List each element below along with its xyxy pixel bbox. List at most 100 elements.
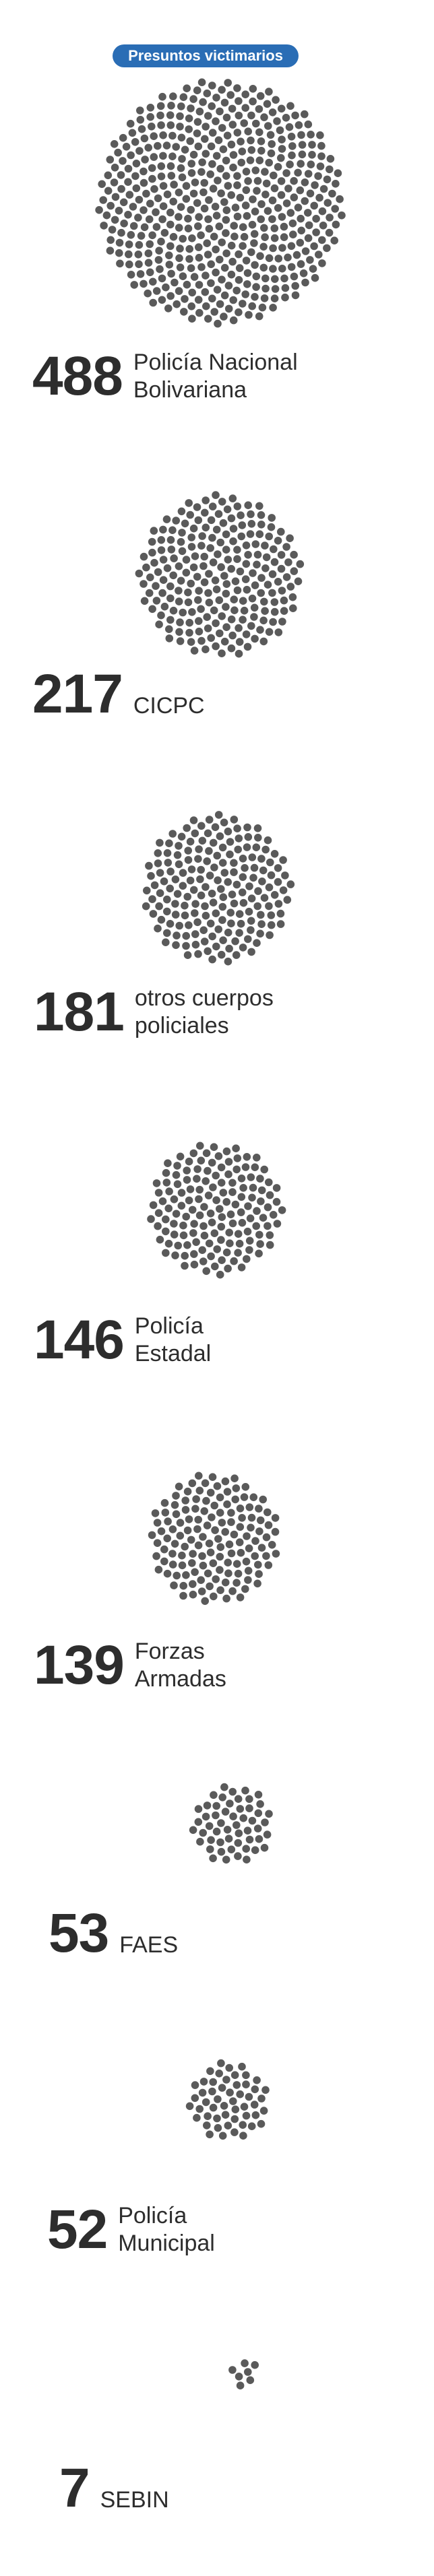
case-dot: [220, 1783, 228, 1791]
case-dot: [238, 1218, 247, 1227]
case-dot: [224, 1264, 232, 1273]
case-dot: [197, 263, 206, 271]
case-dot: [334, 169, 342, 177]
category-label: Policía Municipal: [118, 2203, 215, 2256]
case-dot: [228, 1219, 237, 1228]
case-dot: [259, 263, 268, 272]
case-dot: [265, 1178, 273, 1187]
case-dot: [217, 2059, 225, 2068]
case-dot: [243, 269, 252, 277]
case-dot: [255, 1230, 264, 1239]
case-dot: [230, 2071, 239, 2079]
case-dot: [216, 1493, 224, 1502]
case-dot: [237, 1548, 245, 1557]
case-dot: [199, 1828, 208, 1837]
case-dot: [157, 546, 166, 554]
case-dot: [255, 312, 264, 321]
case-dot: [187, 638, 195, 646]
case-dot: [179, 608, 187, 617]
case-dot: [204, 829, 212, 838]
case-dot: [299, 269, 308, 277]
case-dot: [195, 281, 204, 289]
case-dot: [257, 920, 266, 928]
case-dot: [255, 1835, 264, 1843]
case-dot: [194, 1515, 203, 1524]
case-dot: [217, 1236, 225, 1244]
case-dot: [189, 1580, 197, 1588]
case-dot: [264, 1561, 273, 1569]
case-dot: [162, 1227, 170, 1236]
case-dot: [220, 818, 228, 827]
case-dot: [126, 119, 135, 128]
case-dot: [166, 220, 175, 229]
case-dot: [230, 595, 239, 603]
case-dot: [157, 121, 165, 129]
case-dot: [142, 563, 150, 572]
dot-cluster: [228, 2359, 259, 2389]
case-dot: [154, 194, 162, 203]
case-dot: [274, 255, 283, 263]
case-dot: [330, 236, 339, 245]
case-dot: [214, 876, 222, 884]
case-dot: [222, 156, 230, 165]
case-dot: [134, 251, 143, 259]
case-dot: [166, 162, 175, 170]
case-dot: [251, 2111, 260, 2119]
case-dot: [236, 1523, 245, 1531]
case-dot: [268, 570, 277, 579]
case-dot: [217, 950, 226, 959]
case-dot: [119, 133, 127, 142]
case-dot: [140, 279, 148, 288]
case-dot: [235, 250, 243, 259]
case-dot: [149, 277, 157, 286]
case-dot: [189, 95, 197, 103]
case-dot: [225, 944, 233, 953]
case-dot: [214, 925, 223, 933]
category-label: otros cuerpos policiales: [134, 985, 274, 1038]
case-dot: [189, 1550, 197, 1558]
case-dot: [267, 911, 276, 919]
case-dot: [185, 255, 193, 263]
case-dot: [132, 160, 141, 168]
case-dot: [160, 877, 168, 886]
case-dot: [194, 222, 202, 230]
case-dot: [162, 283, 170, 292]
case-dot: [197, 1576, 206, 1584]
case-dot: [265, 628, 274, 636]
case-dot: [251, 1537, 259, 1545]
case-dot: [227, 270, 236, 279]
case-dot: [148, 895, 156, 903]
case-dot: [191, 178, 199, 187]
case-dot: [176, 1519, 185, 1527]
case-dot: [166, 616, 175, 624]
case-dot: [251, 1846, 259, 1854]
case-dot: [199, 188, 208, 197]
case-dot: [178, 547, 187, 556]
case-dot: [164, 859, 173, 867]
case-dot: [270, 224, 279, 232]
case-dot: [296, 186, 305, 195]
case-dot: [213, 851, 222, 860]
case-dot: [235, 111, 243, 120]
case-dot: [311, 273, 319, 282]
case-dot: [216, 1205, 224, 1213]
case-dot: [179, 234, 187, 243]
case-dot: [146, 573, 154, 582]
case-dot: [220, 263, 229, 272]
case-dot: [202, 150, 210, 158]
case-dot: [167, 546, 176, 554]
case-dot: [218, 1793, 227, 1802]
case-dot: [181, 1261, 189, 1270]
case-dot: [191, 552, 199, 560]
case-dot: [200, 937, 209, 946]
case-dot: [177, 537, 185, 546]
count-value: 146: [34, 1309, 125, 1370]
case-dot: [239, 873, 247, 882]
case-dot: [235, 1239, 244, 1248]
case-dot: [239, 597, 247, 605]
case-dot: [251, 1163, 259, 1171]
case-dot: [174, 1241, 183, 1250]
case-dot: [208, 890, 216, 898]
case-dot: [222, 229, 230, 237]
case-dot: [287, 133, 296, 141]
